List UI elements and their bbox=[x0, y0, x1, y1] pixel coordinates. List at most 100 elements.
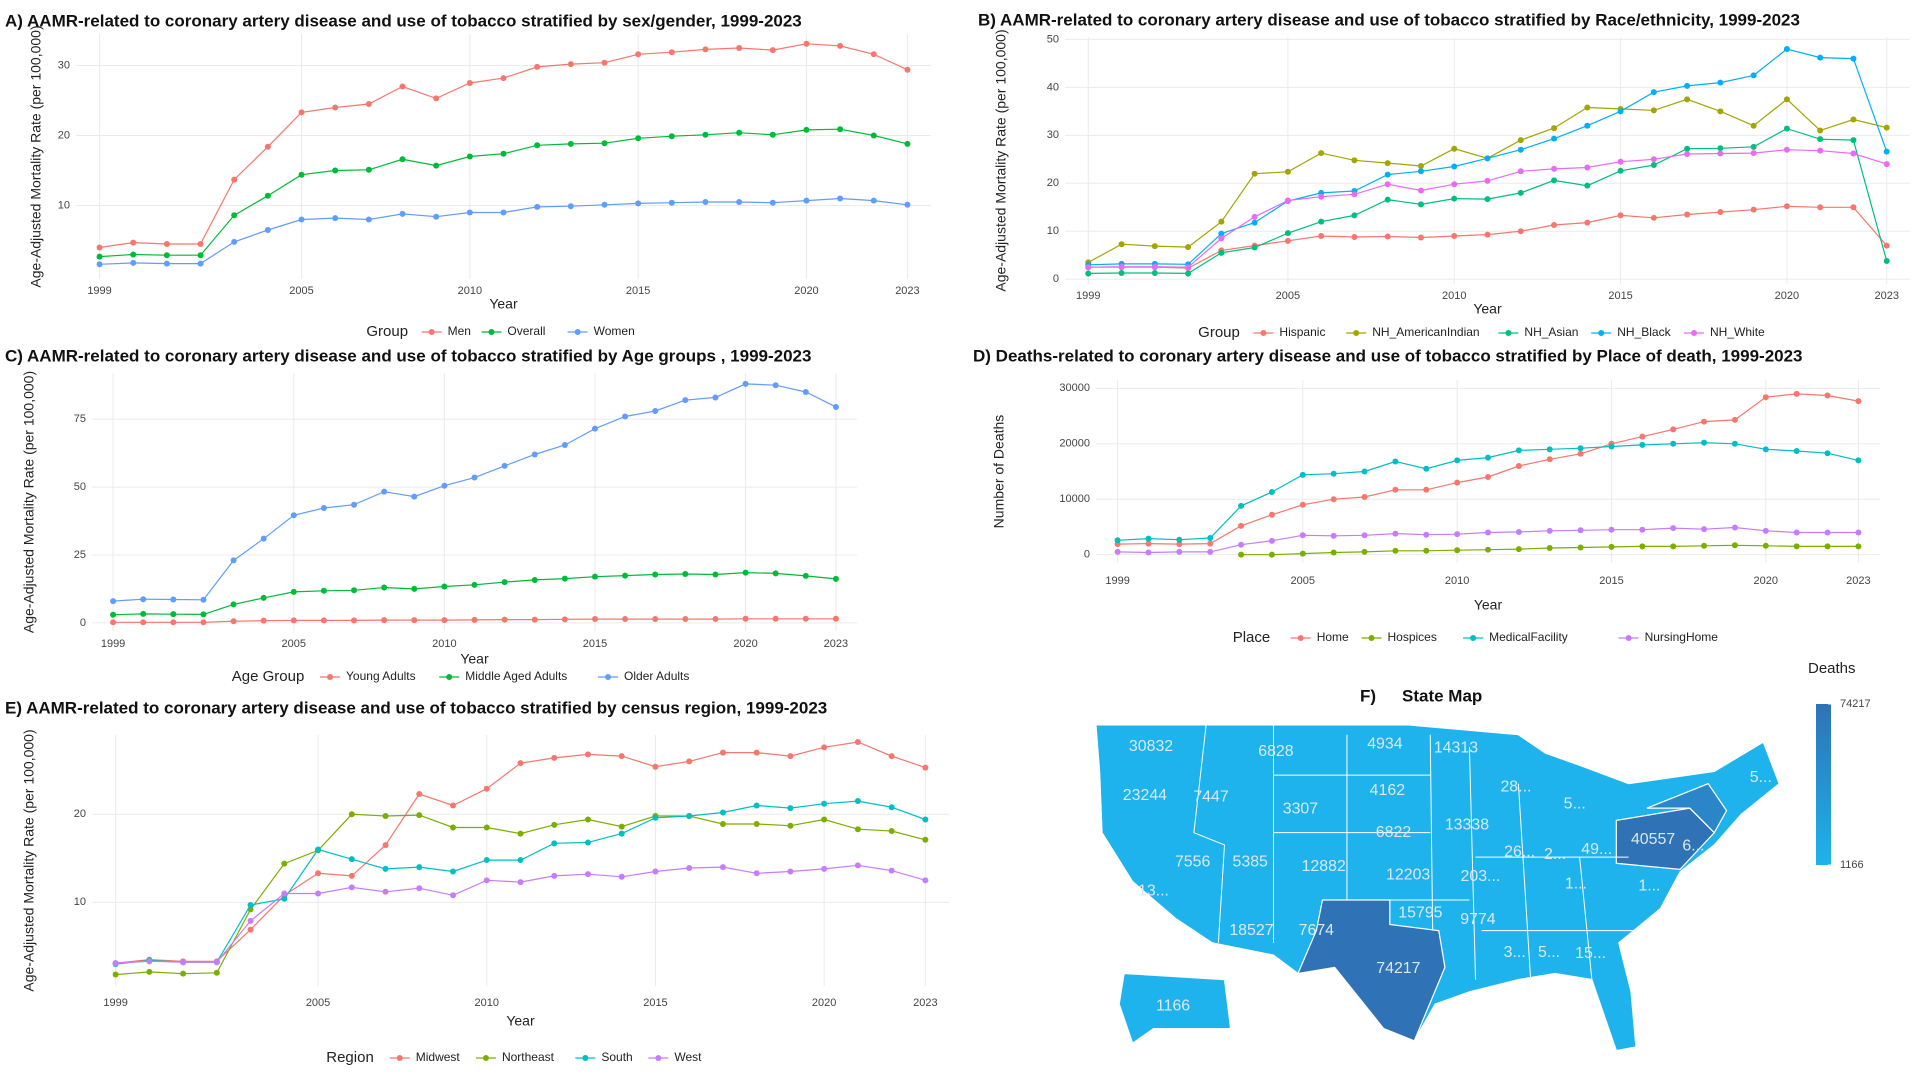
data-point bbox=[348, 811, 355, 818]
x-tick-label: 2005 bbox=[1291, 575, 1315, 587]
data-point bbox=[1218, 249, 1225, 256]
data-point bbox=[618, 823, 625, 830]
data-point bbox=[1451, 181, 1458, 188]
data-point bbox=[1351, 212, 1358, 219]
x-tick-label: 1999 bbox=[87, 285, 111, 297]
data-point bbox=[1207, 548, 1214, 555]
data-point bbox=[441, 583, 448, 590]
data-point bbox=[1577, 544, 1584, 551]
data-point bbox=[500, 75, 507, 82]
data-point bbox=[686, 864, 693, 871]
data-point bbox=[320, 587, 327, 594]
legend-dot bbox=[396, 1055, 403, 1061]
data-point bbox=[1151, 269, 1158, 276]
data-point bbox=[736, 45, 743, 51]
us-outline bbox=[1095, 724, 1780, 1052]
data-point bbox=[1701, 418, 1708, 425]
data-point bbox=[1185, 244, 1192, 251]
data-point bbox=[652, 616, 659, 623]
data-point bbox=[197, 252, 204, 259]
data-point bbox=[1684, 96, 1691, 103]
data-point bbox=[1114, 537, 1121, 544]
data-point bbox=[399, 210, 406, 217]
data-point bbox=[1824, 392, 1831, 399]
legend-dot bbox=[574, 329, 581, 335]
data-point bbox=[802, 572, 809, 579]
data-point bbox=[601, 140, 608, 147]
data-point bbox=[1850, 55, 1857, 62]
data-point bbox=[1517, 228, 1524, 235]
data-point bbox=[416, 864, 423, 871]
data-point bbox=[821, 816, 828, 823]
data-point bbox=[320, 617, 327, 624]
data-point bbox=[854, 798, 861, 805]
data-point bbox=[618, 873, 625, 880]
data-point bbox=[742, 615, 749, 622]
data-point bbox=[1515, 546, 1522, 553]
y-axis-label: Age-Adjusted Mortality Rate (per 100,000… bbox=[993, 29, 1009, 291]
data-point bbox=[787, 805, 794, 812]
data-point bbox=[351, 587, 358, 594]
data-point bbox=[1850, 116, 1857, 123]
x-axis-label: Year bbox=[1474, 597, 1503, 613]
data-point bbox=[1417, 163, 1424, 170]
x-tick-label: 2010 bbox=[475, 997, 499, 1009]
data-point bbox=[888, 867, 895, 874]
data-point bbox=[1454, 547, 1461, 554]
data-point bbox=[197, 260, 204, 267]
data-point bbox=[1284, 168, 1291, 175]
data-point bbox=[1855, 457, 1862, 464]
data-point bbox=[821, 800, 828, 807]
data-point bbox=[753, 802, 760, 809]
data-point bbox=[1417, 201, 1424, 208]
data-point bbox=[1717, 108, 1724, 115]
legend-dot bbox=[1297, 635, 1304, 641]
data-point bbox=[200, 619, 207, 626]
data-point bbox=[854, 826, 861, 833]
data-point bbox=[1650, 162, 1657, 169]
x-tick-label: 1999 bbox=[1105, 575, 1129, 587]
data-point bbox=[231, 176, 238, 183]
x-tick-label: 2015 bbox=[1608, 290, 1632, 302]
data-point bbox=[1584, 219, 1591, 226]
data-point bbox=[1351, 191, 1358, 198]
y-tick-label: 10 bbox=[1047, 225, 1059, 237]
legend-label: Midwest bbox=[416, 1050, 461, 1064]
x-tick-label: 2010 bbox=[432, 638, 456, 650]
data-point bbox=[1817, 136, 1824, 143]
data-point bbox=[1299, 550, 1306, 557]
data-point bbox=[904, 140, 911, 147]
data-point bbox=[112, 971, 119, 978]
data-point bbox=[922, 764, 929, 771]
colorbar-title: Deaths bbox=[1808, 660, 1856, 677]
state-label: 9774 bbox=[1460, 911, 1496, 928]
data-point bbox=[411, 617, 418, 624]
state-label: 7447 bbox=[1193, 788, 1229, 805]
data-point bbox=[110, 611, 117, 618]
data-point bbox=[1085, 270, 1092, 277]
data-point bbox=[1384, 233, 1391, 240]
data-point bbox=[1684, 145, 1691, 152]
data-point bbox=[787, 868, 794, 875]
legend-dot bbox=[655, 1055, 662, 1061]
data-point bbox=[712, 571, 719, 578]
data-point bbox=[821, 744, 828, 751]
x-axis-label: Year bbox=[1473, 301, 1502, 317]
data-point bbox=[1423, 531, 1430, 538]
data-point bbox=[1361, 532, 1368, 539]
data-point bbox=[500, 209, 507, 216]
alaska bbox=[1118, 972, 1232, 1045]
legend-title: Group bbox=[1198, 324, 1240, 341]
data-point bbox=[1701, 542, 1708, 549]
x-axis-label: Year bbox=[506, 1013, 535, 1029]
state-label: 3... bbox=[1504, 944, 1526, 961]
data-point bbox=[483, 877, 490, 884]
data-point bbox=[290, 512, 297, 519]
data-point bbox=[561, 575, 568, 582]
data-point bbox=[483, 824, 490, 831]
data-point bbox=[1701, 526, 1708, 533]
data-point bbox=[281, 895, 288, 902]
y-tick-label: 20 bbox=[1047, 177, 1059, 189]
data-point bbox=[1417, 187, 1424, 194]
data-point bbox=[1176, 541, 1183, 548]
